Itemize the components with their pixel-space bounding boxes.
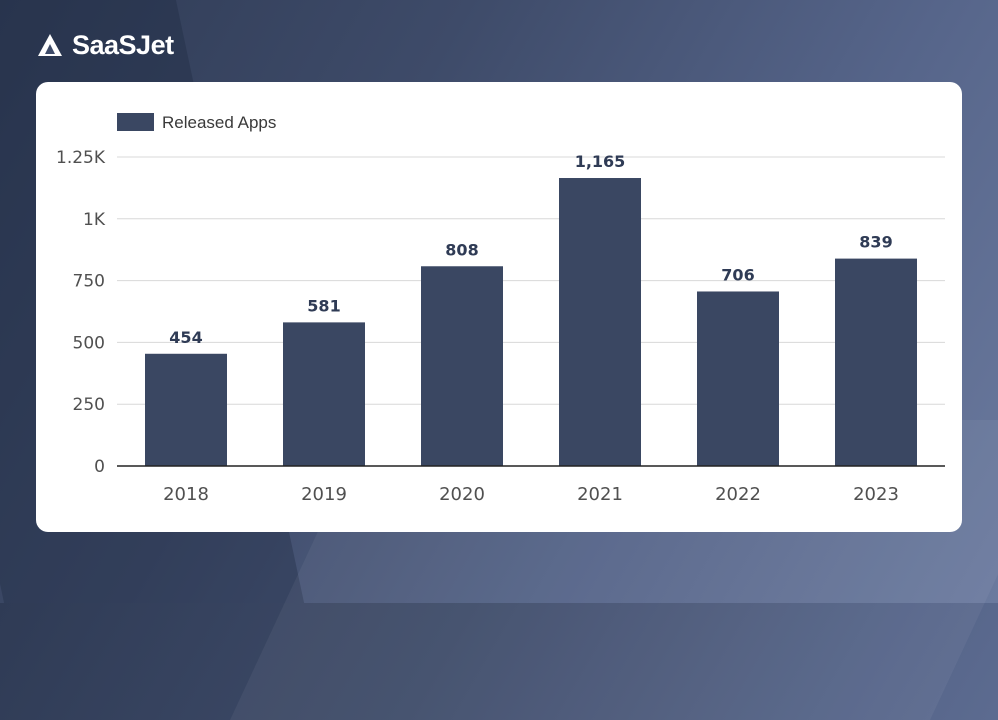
data-label: 454 <box>169 328 202 347</box>
bars <box>145 178 917 466</box>
bar-2019 <box>283 322 365 466</box>
data-label: 808 <box>445 240 478 259</box>
y-tick-label: 250 <box>73 395 105 415</box>
x-tick-label: 2023 <box>853 484 899 505</box>
data-label: 581 <box>307 296 340 315</box>
chart-card: 0 250 500 750 1K 1.25K 454 581 808 1,165 706 839 2… <box>36 82 962 532</box>
x-tick-label: 2022 <box>715 484 761 505</box>
legend-label: Released Apps <box>162 113 276 132</box>
data-label: 1,165 <box>575 152 626 171</box>
x-tick-label: 2018 <box>163 484 209 505</box>
legend-swatch <box>117 113 154 131</box>
bar-2022 <box>697 291 779 466</box>
y-tick-label: 1.25K <box>56 148 106 168</box>
grid-lines <box>117 156 945 405</box>
bar-2023 <box>835 258 917 466</box>
saasjet-logo-icon <box>38 33 62 56</box>
bar-chart: 0 250 500 750 1K 1.25K 454 581 808 1,165 706 839 2… <box>56 113 945 505</box>
bar-2020 <box>421 266 503 466</box>
data-label: 706 <box>721 265 754 284</box>
x-axis-ticks: 2018 2019 2020 2021 2022 2023 <box>163 484 899 505</box>
brand-name: SaaSJet <box>72 30 174 60</box>
x-tick-label: 2021 <box>577 484 623 505</box>
bar-2018 <box>145 353 227 466</box>
y-axis-ticks: 0 250 500 750 1K 1.25K <box>56 148 106 477</box>
y-tick-label: 500 <box>73 333 105 353</box>
x-tick-label: 2020 <box>439 484 485 505</box>
bar-2021 <box>559 178 641 466</box>
y-tick-label: 0 <box>94 457 105 477</box>
brand-logo: SaaSJet <box>36 30 174 61</box>
y-tick-label: 750 <box>73 272 105 292</box>
data-labels: 454 581 808 1,165 706 839 <box>169 152 892 347</box>
data-label: 839 <box>859 233 892 252</box>
x-tick-label: 2019 <box>301 484 347 505</box>
legend: Released Apps <box>117 113 276 132</box>
y-tick-label: 1K <box>83 210 106 230</box>
